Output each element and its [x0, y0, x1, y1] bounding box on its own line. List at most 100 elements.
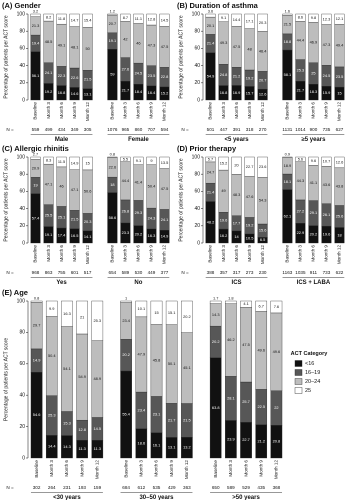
bar-segment [45, 300, 58, 317]
segment-group: 16–1924.1 [43, 62, 54, 84]
x-tick-label: Month 6 [234, 245, 239, 262]
n-value: 318 [246, 127, 254, 132]
x-tick-label: Month 9 [258, 460, 263, 477]
bar-segment [69, 156, 80, 170]
segment-group: <1620.2 [308, 225, 319, 244]
segment-group: 20–2449.1 [56, 23, 67, 67]
segment-group: 20–2454.1 [61, 326, 73, 412]
value-label: 3.2 [33, 9, 38, 14]
segment-group: <1615.9 [321, 86, 332, 101]
value-label: 56.1 [32, 73, 40, 78]
n-value: 911 [310, 270, 318, 275]
value-label: 17.7 [233, 220, 241, 225]
x-tick-label: Month 6 [64, 460, 69, 477]
segment-group: 16–1926.1 [321, 203, 332, 227]
value-label: 58.6 [109, 215, 117, 220]
segment-group: 258.7 [120, 13, 131, 22]
segment-group: 16–1925.3 [295, 59, 306, 82]
segment-group: 2522.7 [244, 156, 255, 177]
x-tick-label: Month 12 [85, 102, 90, 122]
y-tick-label: 100 [17, 11, 26, 17]
n-value: 434 [58, 127, 66, 132]
n-value: 363 [183, 485, 191, 490]
value-label: 48.5 [45, 39, 53, 44]
x-tick-label: Baseline [285, 245, 290, 263]
n-value: 231 [63, 485, 71, 490]
segment-group: 20–2448.5 [43, 20, 54, 63]
x-tick-label: Month 9 [169, 460, 174, 477]
n-value: 627 [336, 127, 344, 132]
x-tick-label: Month 9 [247, 245, 252, 262]
segment-group: <1622.7 [240, 422, 252, 459]
x-tick-label: Month 12 [162, 245, 167, 265]
legend-label: 16–19 [305, 370, 320, 376]
segment-group: <1618.3 [308, 84, 319, 101]
n-value: 612 [137, 485, 145, 490]
value-label: 16.9 [233, 90, 241, 95]
segment-group: <1622.9 [295, 223, 306, 244]
panel-title: (C) Allergic rhinitis [2, 144, 69, 153]
segment-group: 2516.3 [61, 300, 73, 327]
value-label: 50.4 [48, 353, 56, 358]
value-label: 16.4 [148, 90, 156, 95]
value-label: 11.3 [94, 446, 101, 451]
value-label: 15.4 [84, 18, 92, 23]
segment-group: 20–2448.3 [231, 174, 242, 216]
y-tick-label: 0 [197, 97, 200, 103]
value-label: 14.9 [33, 358, 41, 363]
value-label: 9.6 [311, 158, 316, 163]
x-tick-label: Month 6 [154, 460, 159, 477]
n-value: 601 [71, 270, 79, 275]
n-value: 594 [161, 127, 169, 132]
value-label: 13.1 [84, 91, 92, 96]
segment-group: 16–1921.4 [205, 182, 216, 202]
segment-group: 20–2445.1 [181, 332, 193, 404]
y-tick-label: 0 [22, 97, 25, 103]
bar-segment [43, 13, 54, 22]
n-value: 529 [242, 485, 250, 490]
segment-group: 16–1915.3 [61, 411, 73, 436]
bar-segment [231, 13, 242, 27]
value-label: 43.8 [336, 184, 344, 189]
bar-segment [244, 156, 255, 177]
bar-segment [218, 13, 229, 23]
bar-segment [150, 300, 163, 325]
segment-group: 2512.8 [146, 13, 157, 26]
segment-group: 16–1925.5 [43, 204, 54, 227]
y-tick-label: 40 [19, 63, 25, 69]
panel-title: (D) Prior therapy [177, 144, 237, 153]
segment-group: <1613.1 [165, 437, 178, 459]
n-value: 1035 [295, 270, 306, 275]
value-label: 16.2 [220, 233, 228, 238]
y-axis-label: Percentage of patients per ACT score [3, 338, 9, 422]
segment-group: 20–2443.6 [321, 166, 332, 204]
segment-group: 20–2454.9 [76, 333, 88, 421]
value-label: 0.8 [34, 296, 39, 301]
n-value: 733 [323, 270, 331, 275]
value-label: 23.5 [148, 73, 156, 78]
segment-group: 20–2448.1 [69, 26, 80, 69]
value-label: 50.6 [84, 189, 92, 194]
legend-swatch [294, 378, 303, 385]
value-label: 19.2 [246, 75, 254, 80]
value-label: 14.1 [84, 234, 92, 239]
segment-group: 257.6 [270, 300, 283, 314]
bar-segment [133, 13, 144, 24]
n-value: 863 [45, 270, 53, 275]
segment-group: 16–1918.1 [282, 173, 293, 190]
segment-group: 20–2447.1 [43, 163, 54, 205]
segment-group: <1614.4 [45, 435, 58, 459]
n-value: 305 [84, 127, 92, 132]
bar-segment [181, 300, 193, 333]
value-label: 20.2 [310, 231, 318, 236]
segment-group: <1613.1 [82, 88, 93, 101]
segment-group: 20–2443.8 [334, 167, 345, 206]
segment-group: <1611.3 [76, 440, 88, 459]
segment-group: 20–2448 [244, 28, 255, 71]
segment-group: <1619.2 [43, 83, 54, 101]
group-label: <5 years [224, 137, 249, 143]
x-tick-label: Month 12 [95, 460, 100, 480]
value-label: 21.5 [284, 22, 292, 27]
value-label: 49.6 [273, 349, 281, 354]
